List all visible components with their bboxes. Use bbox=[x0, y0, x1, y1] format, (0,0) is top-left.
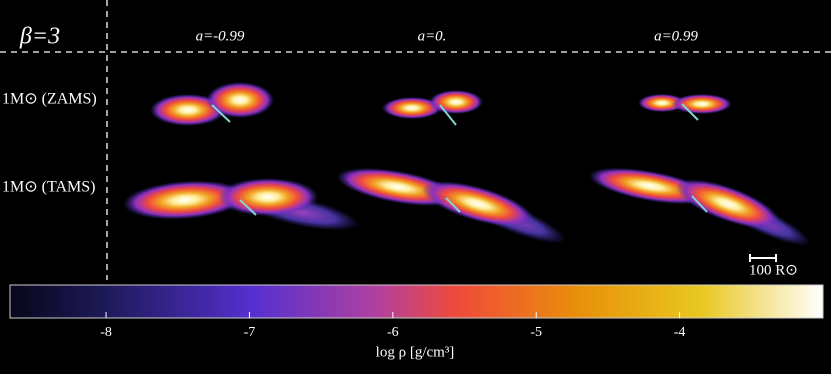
column-label: a=0.99 bbox=[654, 28, 698, 44]
density-lobe bbox=[672, 94, 732, 114]
density-lobe bbox=[422, 181, 534, 227]
density-lobe bbox=[123, 180, 247, 220]
density-panels bbox=[123, 82, 811, 246]
colorbar-tick-label: -8 bbox=[100, 325, 112, 340]
orbit-track bbox=[691, 195, 708, 213]
scale-bar bbox=[749, 254, 777, 262]
colorbar-tick-label: -7 bbox=[244, 325, 256, 340]
colorbar-tick-label: -5 bbox=[530, 325, 542, 340]
row-label: 1M⊙ (ZAMS) bbox=[2, 91, 97, 108]
orbit-track bbox=[239, 199, 257, 216]
colorbar-label: log ρ [g/cm³] bbox=[376, 344, 455, 360]
beta-label: β=3 bbox=[19, 24, 60, 50]
column-label: a=0. bbox=[418, 28, 447, 44]
colorbar-tick-label: -4 bbox=[674, 325, 686, 340]
density-lobe bbox=[382, 97, 442, 119]
orbits bbox=[211, 103, 708, 216]
row-label: 1M⊙ (TAMS) bbox=[2, 179, 95, 196]
orbit-track bbox=[445, 197, 461, 213]
density-lobe bbox=[429, 90, 483, 114]
colorbar bbox=[9, 284, 824, 319]
density-lobe bbox=[206, 82, 274, 118]
orbit-track bbox=[681, 103, 699, 121]
density-lobe bbox=[218, 178, 318, 216]
scale-label: 100 R⊙ bbox=[749, 262, 798, 278]
column-label: a=-0.99 bbox=[196, 28, 245, 44]
orbit-track bbox=[439, 104, 457, 126]
colorbar-tick-label: -6 bbox=[387, 325, 399, 340]
orbit-track bbox=[211, 104, 231, 123]
density-lobe bbox=[675, 179, 781, 229]
